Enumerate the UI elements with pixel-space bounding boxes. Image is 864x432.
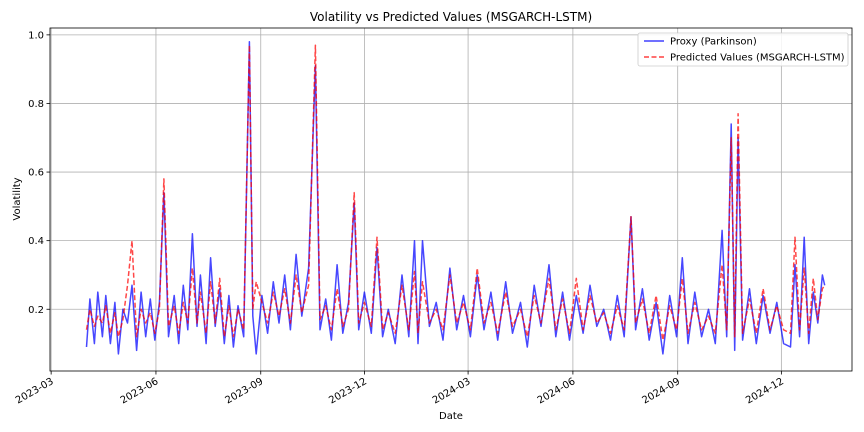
x-tick-label: 2024-06	[536, 376, 578, 406]
x-tick-label: 2023-06	[119, 376, 161, 406]
x-tick-label: 2024-03	[431, 376, 473, 406]
x-tick-label: 2023-03	[14, 376, 56, 406]
x-axis-label: Date	[439, 411, 463, 422]
grid	[50, 28, 852, 371]
series-line-1	[85, 40, 826, 355]
x-tick-label: 2024-12	[744, 376, 786, 406]
series-line-2	[85, 44, 826, 341]
legend: Proxy (Parkinson) Predicted Values (MSGAR…	[637, 32, 849, 67]
x-tick-label: 2023-09	[224, 376, 266, 406]
plot-frame	[49, 27, 853, 372]
legend-box	[637, 32, 849, 67]
y-tick-label: 0.4	[28, 236, 44, 247]
series-layer	[85, 40, 826, 355]
y-tick-label: 0.2	[28, 305, 44, 316]
chart-title: Volatility vs Predicted Values (MSGARCH-…	[310, 10, 592, 24]
axes: 0.2 0.4 0.6 0.8 1.0 2023-03 2023-06 2023-09 2023…	[14, 30, 786, 406]
y-tick-label: 0.6	[28, 168, 44, 179]
legend-label: Proxy (Parkinson)	[670, 37, 757, 48]
y-tick-label: 0.8	[28, 99, 44, 110]
x-tick-label: 2023-12	[327, 376, 369, 406]
legend-label: Predicted Values (MSGARCH-LSTM)	[670, 53, 845, 64]
x-tick-label: 2024-09	[641, 376, 683, 406]
y-tick-label: 1.0	[28, 30, 44, 41]
y-axis-label: Volatility	[12, 177, 23, 220]
